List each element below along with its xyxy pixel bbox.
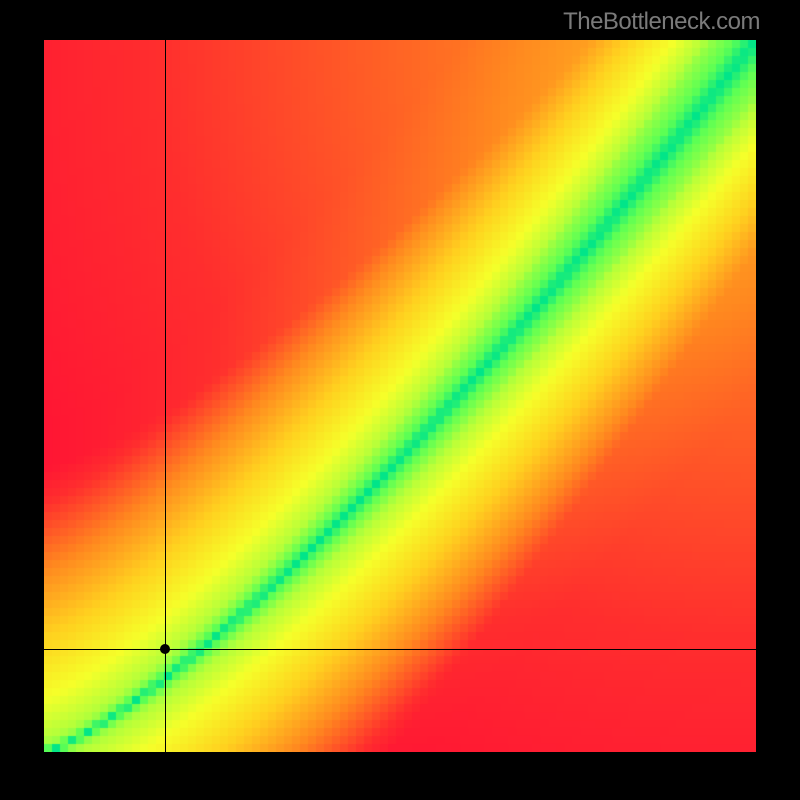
heatmap-canvas: [44, 40, 756, 752]
watermark: TheBottleneck.com: [563, 8, 760, 36]
bottleneck-heatmap: [44, 40, 756, 752]
crosshair-horizontal: [44, 649, 756, 650]
crosshair-marker: [160, 644, 170, 654]
